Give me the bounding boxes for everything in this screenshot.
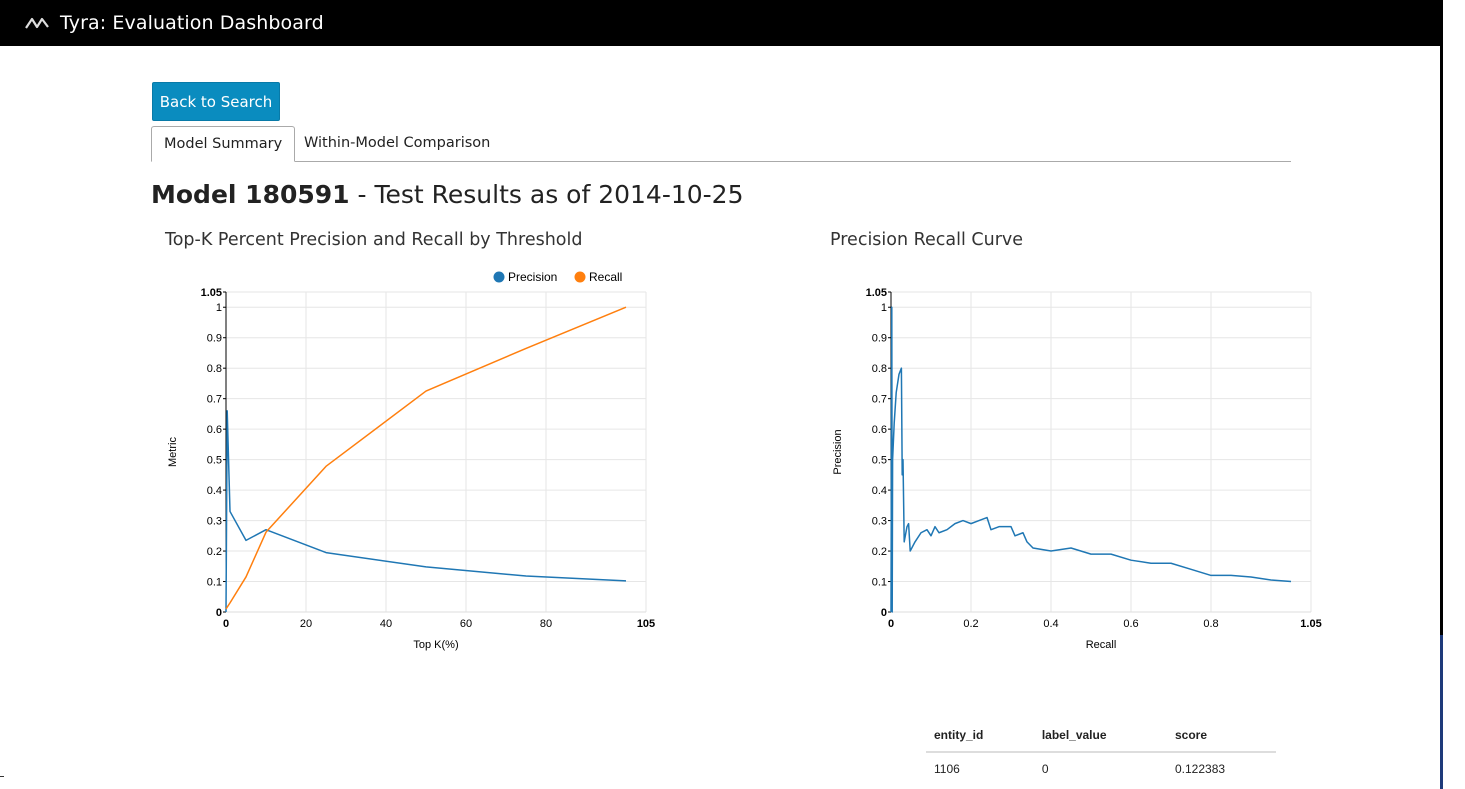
topk-y-tick-label: 1.05	[201, 287, 222, 299]
tab-within-model-comparison[interactable]: Within-Model Comparison	[304, 135, 491, 151]
pr-y-tick-label: 1	[881, 302, 887, 314]
column-header-label-value[interactable]: label_value	[1033, 722, 1167, 753]
tab-model-summary[interactable]: Model Summary	[151, 126, 296, 162]
scores-table: entity_id label_value score 1106 0 0.122…	[926, 722, 1276, 785]
pr-y-tick-label: 0.2	[872, 546, 887, 558]
pr-y-tick-label: 0.6	[872, 424, 887, 436]
tab-bar: Model Summary Within-Model Comparison	[151, 126, 1291, 162]
pr-y-axis-label: Precision	[832, 429, 844, 474]
topk-y-tick-label: 0.8	[207, 363, 222, 375]
pr-y-tick-label: 0.1	[872, 577, 887, 589]
pr-x-tick-label: 0	[888, 618, 894, 630]
pr-y-tick-label: 0.4	[872, 485, 887, 497]
topk-y-tick-label: 0.2	[207, 546, 222, 558]
pr-y-tick-label: 0	[881, 607, 887, 619]
cell-entity-id: 1106	[934, 762, 960, 776]
pr-y-tick-label: 0.5	[872, 455, 887, 467]
table-row: 1106 0 0.122383	[926, 752, 1276, 785]
pr-y-tick-label: 0.9	[872, 333, 887, 345]
topk-x-axis-label: Top K(%)	[413, 639, 458, 651]
topk-x-tick-label: 40	[380, 618, 392, 630]
column-header-score[interactable]: score	[1166, 722, 1276, 753]
pr-x-tick-label: 0.2	[963, 618, 978, 630]
topk-y-tick-label: 0	[216, 607, 222, 619]
topk-y-tick-label: 0.7	[207, 394, 222, 406]
topk-y-tick-label: 0.5	[207, 455, 222, 467]
window-edge	[1440, 0, 1443, 789]
corner-mark	[0, 776, 4, 780]
pr-y-tick-label: 1.05	[866, 287, 887, 299]
test-results-date: - Test Results as of 2014-10-25	[349, 180, 744, 209]
topk-x-tick-label: 105	[637, 618, 655, 630]
pr-chart-title: Precision Recall Curve	[830, 230, 1024, 250]
pr-series-curve-line	[890, 306, 1292, 613]
column-header-entity-id[interactable]: entity_id	[926, 722, 1034, 753]
pr-y-tick-label: 0.3	[872, 516, 887, 528]
topk-x-tick-label: 20	[300, 618, 312, 630]
topk-y-axis-label: Metric	[167, 437, 179, 467]
top-bar: Tyra: Evaluation Dashboard	[0, 0, 1440, 46]
scrollbar-thumb[interactable]	[1440, 635, 1443, 789]
topk-y-tick-label: 0.6	[207, 424, 222, 436]
topk-series-recall-line	[225, 306, 627, 610]
topk-y-tick-label: 0.1	[207, 577, 222, 589]
legend-precision-marker	[493, 271, 505, 283]
topk-y-tick-label: 0.9	[207, 333, 222, 345]
pr-x-tick-label: 0.4	[1043, 618, 1058, 630]
legend-recall-label: Recall	[589, 270, 622, 284]
pr-y-tick-label: 0.7	[872, 394, 887, 406]
topk-x-tick-label: 60	[460, 618, 472, 630]
pr-y-tick-label: 0.8	[872, 363, 887, 375]
topk-chart: 0 0.1 0.2 0.3 0.4 0.5 0.6 0.7 0.8 0.9 1 1.05 0 20 40 60…	[167, 270, 655, 651]
topk-y-tick-label: 0.4	[207, 485, 222, 497]
legend-recall-marker	[574, 271, 586, 283]
model-name: Model 180591	[151, 180, 350, 209]
cell-score: 0.122383	[1174, 762, 1226, 776]
pr-x-tick-label: 1.05	[1300, 618, 1321, 630]
pr-x-axis-label: Recall	[1086, 639, 1117, 651]
topk-x-tick-label: 80	[540, 618, 552, 630]
legend-precision-label: Precision	[508, 270, 557, 284]
app-title: Tyra: Evaluation Dashboard	[60, 12, 324, 34]
pr-x-tick-label: 0.6	[1123, 618, 1138, 630]
back-to-search-button[interactable]: Back to Search	[152, 82, 280, 121]
topk-chart-title: Top-K Percent Precision and Recall by Th…	[165, 230, 583, 250]
wave-logo-icon	[25, 17, 49, 29]
table-header-row: entity_id label_value score	[926, 722, 1276, 753]
topk-series-precision-line	[225, 410, 627, 613]
topk-y-tick-label: 1	[216, 302, 222, 314]
page-title: Model 180591 - Test Results as of 2014-1…	[151, 180, 744, 209]
topk-x-tick-label: 0	[223, 618, 229, 630]
pr-curve-chart: 0 0.1 0.2 0.3 0.4 0.5 0.6 0.7 0.8 0.9 1 1.05 0 0.2 0.4…	[832, 287, 1322, 651]
topk-y-tick-label: 0.3	[207, 516, 222, 528]
pr-x-tick-label: 0.8	[1203, 618, 1218, 630]
cell-label-value: 0	[1041, 762, 1049, 776]
